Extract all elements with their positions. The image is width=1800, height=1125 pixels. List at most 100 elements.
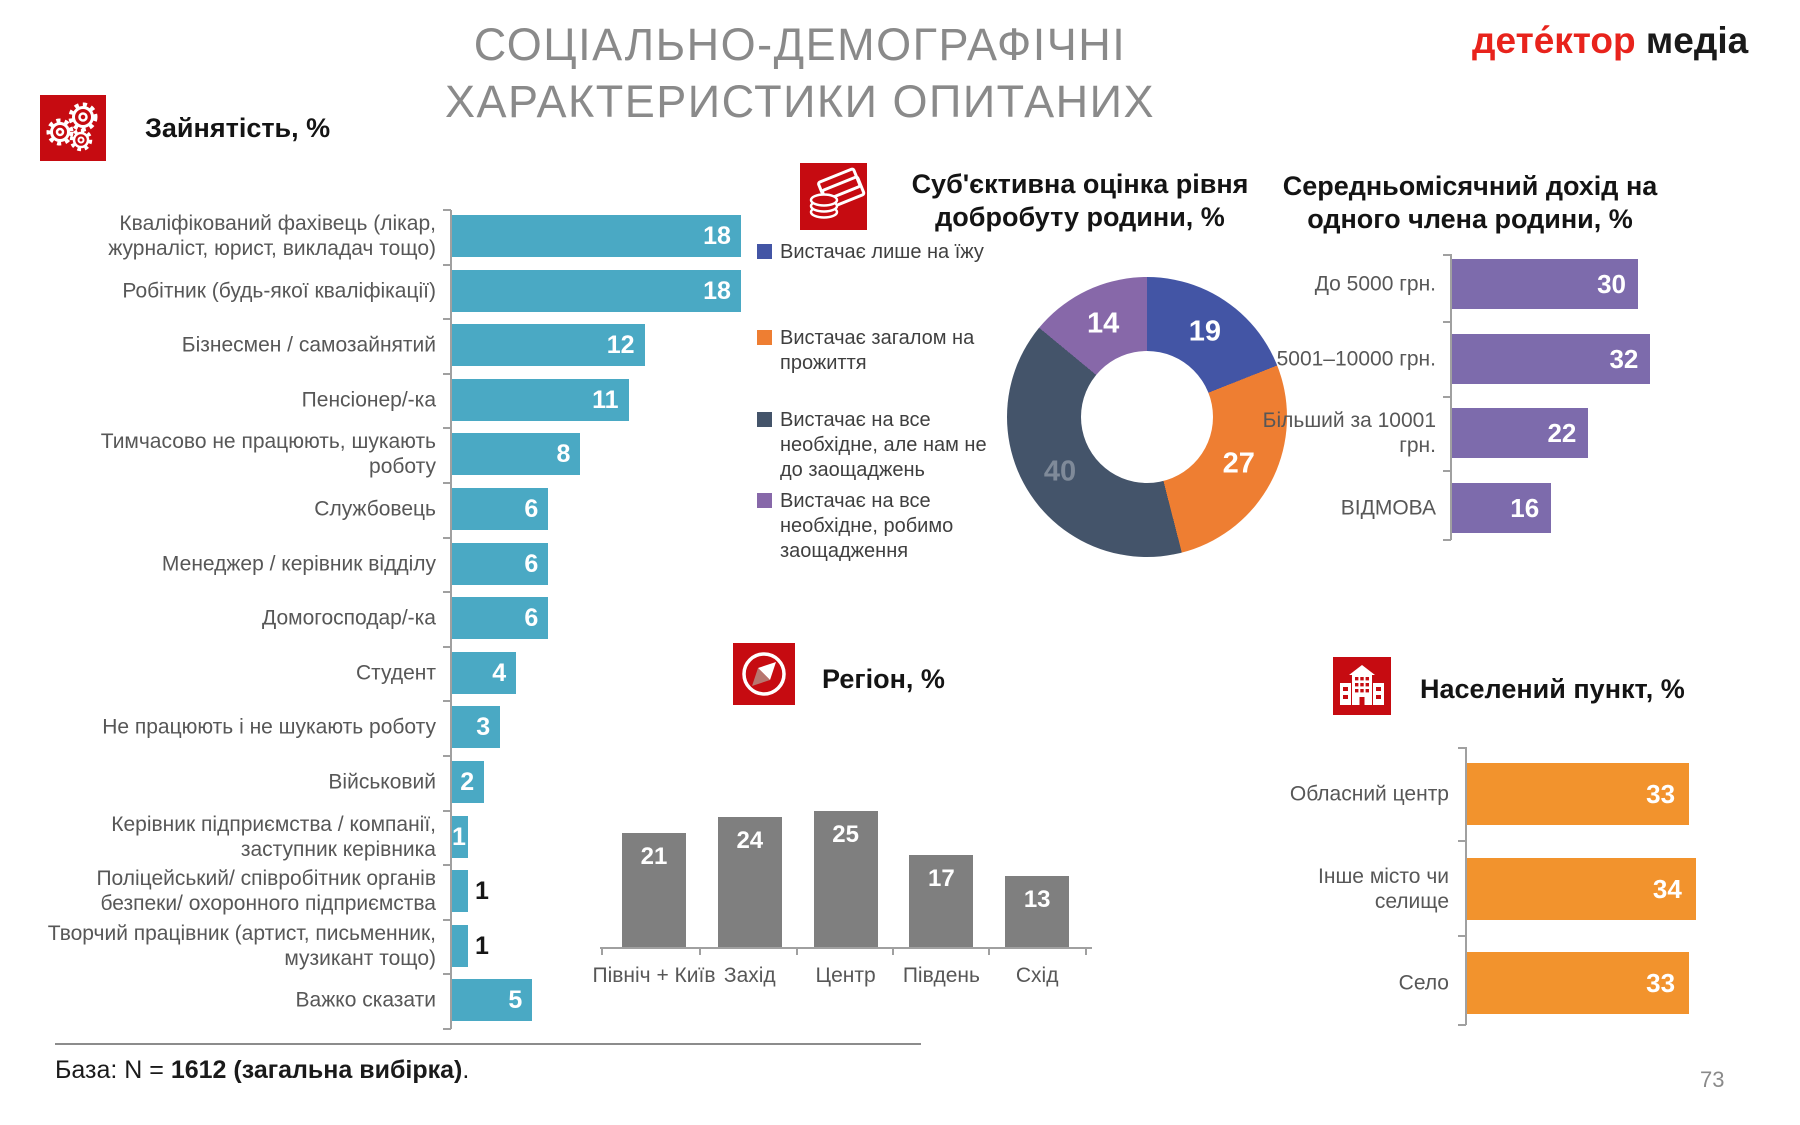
employment-bar (452, 870, 469, 913)
settlement-bar (1467, 763, 1690, 825)
footer-divider (55, 1043, 921, 1045)
money-icon (800, 163, 867, 230)
employment-axis-tick (443, 973, 451, 976)
donut-slice-value: 19 (1188, 315, 1222, 348)
settlement-axis-tick (1458, 935, 1466, 937)
employment-bar (452, 378, 629, 421)
employment-axis-tick (443, 536, 451, 539)
region-category-label: Захід (723, 964, 776, 987)
page-title-line1: СОЦІАЛЬНО-ДЕМОГРАФІЧНІ (473, 19, 1127, 70)
employment-bar-value: 6 (524, 604, 539, 633)
employment-row-label: Студент (356, 661, 436, 685)
legend-swatch (757, 493, 772, 508)
employment-bar (452, 706, 501, 749)
logo-part-red: дете́ктор (1472, 20, 1636, 61)
income-bar (1452, 408, 1589, 459)
employment-axis-tick (443, 482, 451, 484)
employment-bar (452, 542, 549, 585)
employment-row-label: Кваліфікований фахівець (лікар, журналіс… (108, 212, 436, 260)
employment-bar-value: 11 (592, 385, 619, 414)
base-note-bold: 1612 (загальна вибірка) (170, 1056, 463, 1084)
employment-axis-tick (443, 318, 451, 321)
employment-bar-value: 12 (606, 331, 635, 360)
region-category-label: Південь (902, 964, 980, 987)
donut-hole (1081, 351, 1213, 483)
employment-axis-tick (443, 209, 451, 211)
settlement-bar-value: 33 (1646, 779, 1676, 809)
income-axis (1450, 254, 1452, 540)
employment-bar (452, 215, 741, 257)
legend-swatch (757, 330, 772, 345)
region-bar (622, 832, 686, 947)
gears-icon (40, 95, 106, 161)
employment-row-label: Службовець (314, 497, 436, 521)
income-bar-value: 30 (1597, 269, 1626, 299)
legend-swatch (757, 244, 772, 259)
employment-bar-value: 1 (452, 822, 466, 851)
region-axis-tick (796, 947, 798, 955)
employment-bar (452, 324, 645, 367)
income-bar-value: 32 (1609, 343, 1639, 374)
employment-bar (452, 597, 549, 640)
income-bar (1452, 333, 1651, 384)
settlement-bar (1467, 857, 1696, 920)
employment-axis-tick (443, 372, 451, 375)
page-title: СОЦІАЛЬНО-ДЕМОГРАФІЧНІ ХАРАКТЕРИСТИКИ ОП… (360, 16, 1240, 130)
region-category-label: Північ + Київ (592, 964, 716, 987)
employment-bar (452, 815, 469, 858)
employment-title: Зайнятість, % (145, 113, 331, 143)
settlement-bar-value: 33 (1646, 968, 1676, 998)
settlement-axis-tick (1458, 1024, 1466, 1026)
employment-axis-tick (443, 755, 451, 757)
employment-axis-tick (443, 263, 451, 266)
welfare-donut-chart: 19 27 40 14 (1007, 277, 1287, 557)
employment-axis-tick (443, 645, 451, 648)
income-axis-tick (1443, 321, 1451, 323)
income-title: Середньомісячний дохід на одного члена р… (1210, 170, 1730, 236)
employment-bar-value: 6 (524, 549, 539, 578)
legend-label: Вистачає загалом на прожиття (780, 327, 975, 374)
region-bar (813, 811, 878, 947)
welfare-title-line1: Суб'єктивна оцінка рівня (911, 169, 1249, 199)
income-axis-tick (1443, 470, 1451, 472)
income-bar (1452, 483, 1552, 534)
region-bar (1005, 876, 1070, 947)
employment-bar (452, 924, 469, 967)
settlement-row-label: Інше місто чи селище (1318, 864, 1449, 913)
settlement-axis (1465, 747, 1467, 1025)
settlement-row-label: Село (1398, 971, 1449, 995)
employment-row-label: Поліцейський/ співробітник органів безпе… (96, 867, 436, 916)
income-axis-tick (1443, 396, 1451, 398)
region-bar-value: 17 (928, 864, 955, 892)
settlement-axis-tick (1458, 840, 1466, 842)
region-bar (717, 816, 782, 947)
region-axis-tick (892, 947, 894, 955)
legend-label: Вистачає на все необхідне, але нам не до… (780, 409, 987, 481)
income-row-label: Більший за 10001 грн. (1262, 409, 1436, 458)
region-title: Регіон, % (822, 664, 945, 694)
region-bar-value: 21 (640, 842, 668, 870)
employment-row-label: Творчий працівник (артист, письменник, м… (47, 921, 436, 970)
donut-slice-value: 27 (1222, 447, 1255, 480)
employment-row-label: Військовий (328, 770, 436, 794)
employment-bar (452, 651, 517, 694)
employment-axis-tick (443, 809, 451, 812)
compass-icon (733, 643, 795, 705)
employment-bar-value: 8 (556, 440, 571, 469)
income-axis-tick (1443, 539, 1451, 541)
employment-bar-value: 3 (476, 713, 491, 742)
welfare-title-line2: добробуту родини, % (935, 202, 1225, 232)
income-bar (1452, 259, 1638, 309)
employment-row-label: Керівник підприємства / компанії, заступ… (111, 812, 436, 861)
detector-media-logo: дете́ктор медіа (1472, 20, 1748, 62)
region-bar-value: 25 (832, 821, 859, 849)
region-baseline (600, 947, 1092, 949)
donut-slice-value: 40 (1043, 455, 1077, 488)
employment-bar (452, 761, 485, 803)
settlement-bar-value: 34 (1652, 873, 1682, 904)
employment-bar-value: 5 (508, 986, 523, 1015)
region-axis-tick (699, 947, 701, 955)
employment-axis-tick (443, 864, 451, 867)
employment-axis-tick (443, 700, 451, 703)
